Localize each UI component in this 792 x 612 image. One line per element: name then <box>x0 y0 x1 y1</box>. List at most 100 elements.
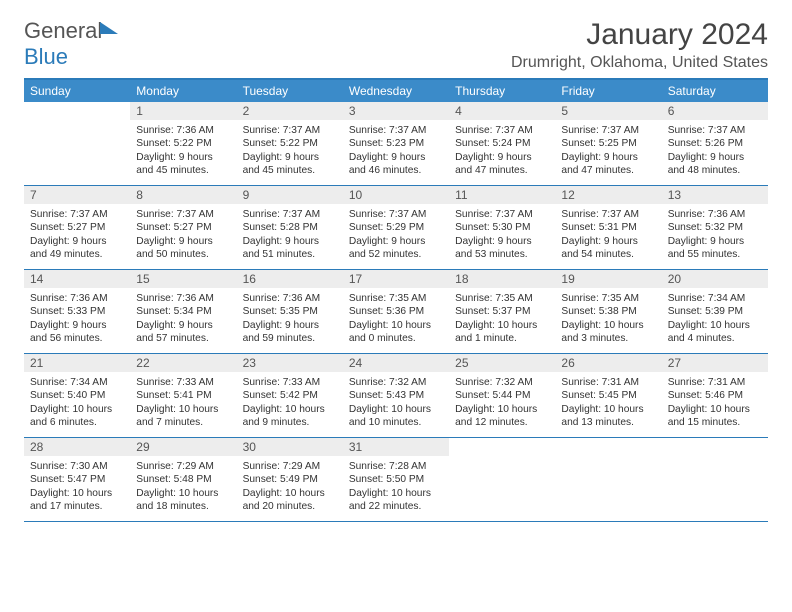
brand-text: General Blue <box>24 18 118 70</box>
brand-part2: Blue <box>24 44 68 69</box>
sunset-text: Sunset: 5:37 PM <box>455 305 549 318</box>
daylight-text: Daylight: 9 hours and 45 minutes. <box>243 151 337 178</box>
sunrise-text: Sunrise: 7:37 AM <box>561 124 655 137</box>
day-body: Sunrise: 7:37 AMSunset: 5:25 PMDaylight:… <box>555 120 661 185</box>
sunset-text: Sunset: 5:43 PM <box>349 389 443 402</box>
day-cell: 13Sunrise: 7:36 AMSunset: 5:32 PMDayligh… <box>662 186 768 269</box>
day-number: 29 <box>130 438 236 456</box>
day-body: Sunrise: 7:33 AMSunset: 5:41 PMDaylight:… <box>130 372 236 437</box>
day-cell: 16Sunrise: 7:36 AMSunset: 5:35 PMDayligh… <box>237 270 343 353</box>
daylight-text: Daylight: 10 hours and 10 minutes. <box>349 403 443 430</box>
day-cell: 25Sunrise: 7:32 AMSunset: 5:44 PMDayligh… <box>449 354 555 437</box>
day-number: 6 <box>662 102 768 120</box>
day-number: 30 <box>237 438 343 456</box>
daylight-text: Daylight: 9 hours and 55 minutes. <box>668 235 762 262</box>
day-body: Sunrise: 7:35 AMSunset: 5:36 PMDaylight:… <box>343 288 449 353</box>
day-cell: 20Sunrise: 7:34 AMSunset: 5:39 PMDayligh… <box>662 270 768 353</box>
day-number: 18 <box>449 270 555 288</box>
day-number: 15 <box>130 270 236 288</box>
daylight-text: Daylight: 9 hours and 59 minutes. <box>243 319 337 346</box>
day-body: Sunrise: 7:31 AMSunset: 5:46 PMDaylight:… <box>662 372 768 437</box>
week-row: 14Sunrise: 7:36 AMSunset: 5:33 PMDayligh… <box>24 270 768 354</box>
day-number: 4 <box>449 102 555 120</box>
day-cell: 8Sunrise: 7:37 AMSunset: 5:27 PMDaylight… <box>130 186 236 269</box>
day-body: Sunrise: 7:35 AMSunset: 5:37 PMDaylight:… <box>449 288 555 353</box>
day-number: 12 <box>555 186 661 204</box>
day-body <box>449 456 555 518</box>
calendar: SundayMondayTuesdayWednesdayThursdayFrid… <box>24 78 768 522</box>
sunset-text: Sunset: 5:22 PM <box>136 137 230 150</box>
sunrise-text: Sunrise: 7:36 AM <box>243 292 337 305</box>
day-cell: 18Sunrise: 7:35 AMSunset: 5:37 PMDayligh… <box>449 270 555 353</box>
day-cell: 2Sunrise: 7:37 AMSunset: 5:22 PMDaylight… <box>237 102 343 185</box>
day-cell: 3Sunrise: 7:37 AMSunset: 5:23 PMDaylight… <box>343 102 449 185</box>
dow-thursday: Thursday <box>449 80 555 102</box>
sunset-text: Sunset: 5:50 PM <box>349 473 443 486</box>
sunrise-text: Sunrise: 7:29 AM <box>136 460 230 473</box>
sunrise-text: Sunrise: 7:32 AM <box>349 376 443 389</box>
day-cell: 15Sunrise: 7:36 AMSunset: 5:34 PMDayligh… <box>130 270 236 353</box>
day-number: 11 <box>449 186 555 204</box>
day-number: 7 <box>24 186 130 204</box>
sunrise-text: Sunrise: 7:36 AM <box>136 124 230 137</box>
sunset-text: Sunset: 5:25 PM <box>561 137 655 150</box>
day-body: Sunrise: 7:37 AMSunset: 5:24 PMDaylight:… <box>449 120 555 185</box>
day-number: 28 <box>24 438 130 456</box>
sunset-text: Sunset: 5:27 PM <box>136 221 230 234</box>
dow-friday: Friday <box>555 80 661 102</box>
sunset-text: Sunset: 5:45 PM <box>561 389 655 402</box>
daylight-text: Daylight: 10 hours and 7 minutes. <box>136 403 230 430</box>
day-cell: 10Sunrise: 7:37 AMSunset: 5:29 PMDayligh… <box>343 186 449 269</box>
day-body: Sunrise: 7:33 AMSunset: 5:42 PMDaylight:… <box>237 372 343 437</box>
day-body: Sunrise: 7:29 AMSunset: 5:49 PMDaylight:… <box>237 456 343 521</box>
sunset-text: Sunset: 5:33 PM <box>30 305 124 318</box>
week-row: 7Sunrise: 7:37 AMSunset: 5:27 PMDaylight… <box>24 186 768 270</box>
daylight-text: Daylight: 10 hours and 6 minutes. <box>30 403 124 430</box>
day-cell: 5Sunrise: 7:37 AMSunset: 5:25 PMDaylight… <box>555 102 661 185</box>
daylight-text: Daylight: 9 hours and 53 minutes. <box>455 235 549 262</box>
day-number: 23 <box>237 354 343 372</box>
sunset-text: Sunset: 5:24 PM <box>455 137 549 150</box>
day-body: Sunrise: 7:37 AMSunset: 5:29 PMDaylight:… <box>343 204 449 269</box>
sunrise-text: Sunrise: 7:35 AM <box>561 292 655 305</box>
day-number: 26 <box>555 354 661 372</box>
day-body: Sunrise: 7:31 AMSunset: 5:45 PMDaylight:… <box>555 372 661 437</box>
day-cell: 22Sunrise: 7:33 AMSunset: 5:41 PMDayligh… <box>130 354 236 437</box>
day-body: Sunrise: 7:32 AMSunset: 5:43 PMDaylight:… <box>343 372 449 437</box>
day-number: 1 <box>130 102 236 120</box>
sunset-text: Sunset: 5:32 PM <box>668 221 762 234</box>
day-cell: 11Sunrise: 7:37 AMSunset: 5:30 PMDayligh… <box>449 186 555 269</box>
day-body: Sunrise: 7:29 AMSunset: 5:48 PMDaylight:… <box>130 456 236 521</box>
sunset-text: Sunset: 5:44 PM <box>455 389 549 402</box>
day-body <box>24 120 130 182</box>
day-number: 19 <box>555 270 661 288</box>
daylight-text: Daylight: 9 hours and 56 minutes. <box>30 319 124 346</box>
daylight-text: Daylight: 9 hours and 50 minutes. <box>136 235 230 262</box>
day-body: Sunrise: 7:37 AMSunset: 5:30 PMDaylight:… <box>449 204 555 269</box>
sunrise-text: Sunrise: 7:32 AM <box>455 376 549 389</box>
sunrise-text: Sunrise: 7:36 AM <box>30 292 124 305</box>
location-text: Drumright, Oklahoma, United States <box>511 54 768 72</box>
day-cell: 23Sunrise: 7:33 AMSunset: 5:42 PMDayligh… <box>237 354 343 437</box>
day-number: 24 <box>343 354 449 372</box>
sunrise-text: Sunrise: 7:37 AM <box>455 124 549 137</box>
day-body: Sunrise: 7:37 AMSunset: 5:23 PMDaylight:… <box>343 120 449 185</box>
month-title: January 2024 <box>511 18 768 52</box>
sunrise-text: Sunrise: 7:37 AM <box>668 124 762 137</box>
day-number: 16 <box>237 270 343 288</box>
day-number: 2 <box>237 102 343 120</box>
sunset-text: Sunset: 5:28 PM <box>243 221 337 234</box>
sunrise-text: Sunrise: 7:36 AM <box>668 208 762 221</box>
day-body: Sunrise: 7:28 AMSunset: 5:50 PMDaylight:… <box>343 456 449 521</box>
sunrise-text: Sunrise: 7:31 AM <box>668 376 762 389</box>
daylight-text: Daylight: 10 hours and 18 minutes. <box>136 487 230 514</box>
day-number: 22 <box>130 354 236 372</box>
sunset-text: Sunset: 5:46 PM <box>668 389 762 402</box>
day-body: Sunrise: 7:30 AMSunset: 5:47 PMDaylight:… <box>24 456 130 521</box>
sunset-text: Sunset: 5:26 PM <box>668 137 762 150</box>
daylight-text: Daylight: 9 hours and 46 minutes. <box>349 151 443 178</box>
day-body <box>662 456 768 518</box>
sunrise-text: Sunrise: 7:35 AM <box>455 292 549 305</box>
daylight-text: Daylight: 10 hours and 22 minutes. <box>349 487 443 514</box>
day-number: 27 <box>662 354 768 372</box>
